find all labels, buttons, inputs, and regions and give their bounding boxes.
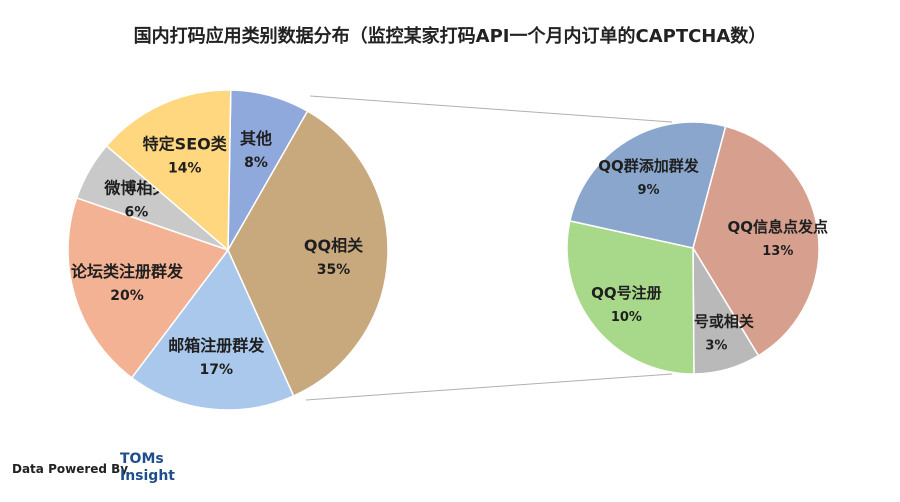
sub-slice-4 [569,121,727,249]
sub-slice-3 [566,219,695,375]
main-slice-2 [227,110,389,397]
main-slice-4 [67,196,230,379]
sub-slice-label-3: QQ号注册 [591,284,662,302]
footer-credit: Data Powered By [12,462,129,476]
main-slice-value-2: 35% [317,262,351,278]
brand-line-1: TOMs [120,451,164,467]
sub-slice-label-2: 洗号或相关 [679,312,754,330]
main-slice-label-6: 特定SEO类 [143,135,228,154]
sub-slice-value-2: 3% [705,338,727,353]
main-slice-6 [105,89,232,252]
main-slice-label-1: 其他 [240,129,272,148]
main-slice-value-5: 6% [124,205,148,221]
sub-pie: QQ信息点发点 13% 洗号或相关 3% QQ号注册 10% QQ群添加群发 9% [566,121,829,375]
sub-slice-1 [692,125,820,357]
sub-slice-value-4: 9% [637,183,659,198]
connector-lines [305,95,673,401]
main-slice-value-3: 17% [199,362,233,378]
main-slice-value-6: 14% [168,161,202,177]
main-slice-label-3: 邮箱注册群发 [168,336,265,355]
sub-slice-value-1: 13% [762,244,793,259]
sub-slice-value-3: 10% [611,310,642,325]
main-slice-value-1: 8% [244,155,268,171]
connector-line-1 [309,95,673,123]
sub-slice-label-1: QQ信息点发点 [728,218,829,236]
main-slice-value-4: 20% [110,288,144,304]
main-slice-label-2: QQ相关 [304,236,363,255]
chart-title: 国内打码应用类别数据分布（监控某家打码API一个月内订单的CAPTCHA数） [133,26,767,47]
main-slice-3 [130,248,295,411]
brand-logo: TOMs Insight [120,451,175,485]
sub-slice-label-4: QQ群添加群发 [598,157,700,175]
brand-line-2: Insight [120,468,175,484]
main-pie: 其他8%QQ相关35%邮箱注册群发17%论坛类注册群发20%微博相关6%特定SE… [67,89,389,411]
connector-line-2 [305,373,673,401]
main-slice-label-4: 论坛类注册群发 [71,262,184,281]
